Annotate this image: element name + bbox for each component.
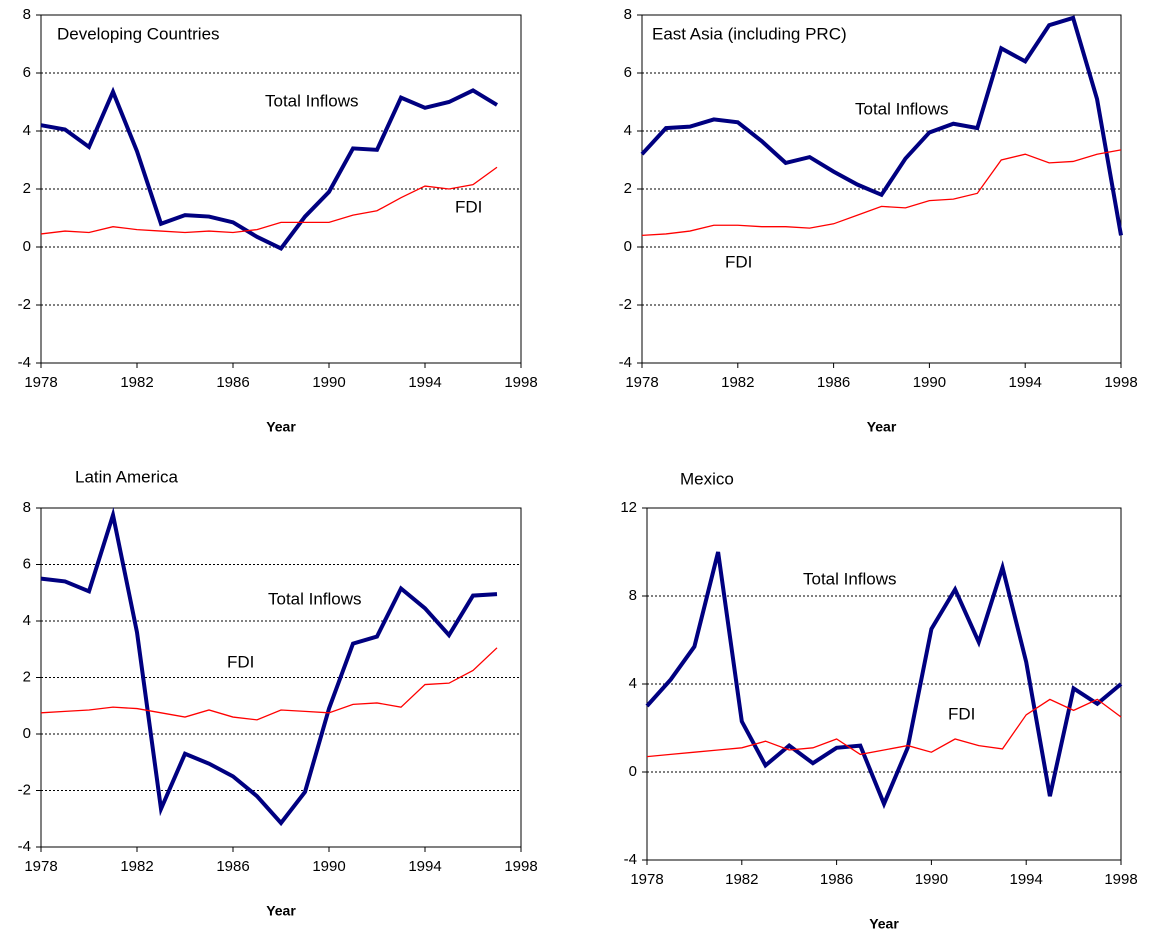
series-label: FDI: [725, 252, 752, 271]
series-line: [641, 149, 1122, 237]
x-tick-label: 1978: [630, 871, 663, 888]
plot-frame: [40, 14, 522, 364]
y-tick-label: 8: [624, 6, 632, 23]
y-tick-label: 4: [629, 675, 637, 692]
y-tick-label: 6: [624, 64, 632, 81]
y-tick-label: 2: [23, 180, 31, 197]
x-tick-label: 1982: [120, 858, 153, 875]
y-tick-label: 0: [23, 238, 31, 255]
x-tick-label: 1998: [1104, 871, 1137, 888]
x-tick-label: 1986: [820, 871, 853, 888]
y-tick-label: 12: [620, 499, 637, 516]
y-tick-label: 0: [624, 238, 632, 255]
x-tick-label: 1994: [1010, 871, 1043, 888]
series-line: [40, 507, 498, 827]
x-tick-label: 1990: [913, 374, 946, 391]
series-label: Total Inflows: [268, 589, 362, 608]
series-label: Total Inflows: [855, 99, 949, 118]
y-tick-label: 2: [23, 668, 31, 685]
y-tick-label: -2: [18, 781, 31, 798]
series-label: FDI: [948, 704, 975, 723]
y-tick-label: 8: [629, 587, 637, 604]
series-line: [645, 551, 1123, 810]
series-line: [640, 15, 1123, 236]
x-tick-label: 1982: [120, 374, 153, 391]
x-tick-label: 1998: [504, 374, 537, 391]
series-label: Total Inflows: [265, 91, 359, 110]
series-line: [40, 86, 499, 251]
y-tick-label: -4: [18, 354, 31, 371]
y-tick-label: 4: [624, 122, 632, 139]
x-tick-label: 1978: [24, 858, 57, 875]
series-label: Total Inflows: [803, 569, 897, 588]
y-tick-label: 8: [23, 6, 31, 23]
y-tick-label: 2: [624, 180, 632, 197]
x-tick-label: 1986: [216, 858, 249, 875]
x-tick-label: 1994: [408, 858, 441, 875]
plot-frame: [40, 507, 522, 848]
x-tick-label: 1978: [625, 374, 658, 391]
chart-title: East Asia (including PRC): [652, 24, 847, 43]
x-tick-label: 1982: [721, 374, 754, 391]
y-tick-label: 6: [23, 555, 31, 572]
y-tick-label: -4: [624, 851, 637, 868]
x-tick-label: 1994: [408, 374, 441, 391]
series-line: [40, 166, 498, 235]
y-tick-label: 4: [23, 122, 31, 139]
x-axis-label: Year: [266, 419, 296, 435]
x-tick-label: 1986: [817, 374, 850, 391]
y-tick-label: -4: [619, 354, 632, 371]
series-label: FDI: [455, 197, 482, 216]
y-tick-label: 0: [629, 763, 637, 780]
x-tick-label: 1990: [312, 374, 345, 391]
x-tick-label: 1994: [1009, 374, 1042, 391]
x-tick-label: 1982: [725, 871, 758, 888]
x-axis-label: Year: [867, 419, 897, 435]
y-tick-label: 4: [23, 612, 31, 629]
x-tick-label: 1990: [915, 871, 948, 888]
x-tick-label: 1990: [312, 858, 345, 875]
y-tick-label: 0: [23, 725, 31, 742]
x-tick-label: 1998: [1104, 374, 1137, 391]
chart-title: Developing Countries: [57, 24, 220, 43]
x-axis-label: Year: [869, 916, 899, 930]
x-axis-label: Year: [266, 903, 296, 919]
x-tick-label: 1986: [216, 374, 249, 391]
series-line: [646, 698, 1122, 758]
plot-frame: [641, 14, 1122, 364]
y-tick-label: 8: [23, 499, 31, 516]
chart-title: Mexico: [680, 469, 734, 488]
chart-title: Latin America: [75, 467, 179, 486]
y-tick-label: -4: [18, 838, 31, 855]
x-tick-label: 1998: [504, 858, 537, 875]
y-tick-label: -2: [18, 296, 31, 313]
x-tick-label: 1978: [24, 374, 57, 391]
series-line: [40, 647, 498, 721]
y-tick-label: -2: [619, 296, 632, 313]
series-label: FDI: [227, 652, 254, 671]
y-tick-label: 6: [23, 64, 31, 81]
